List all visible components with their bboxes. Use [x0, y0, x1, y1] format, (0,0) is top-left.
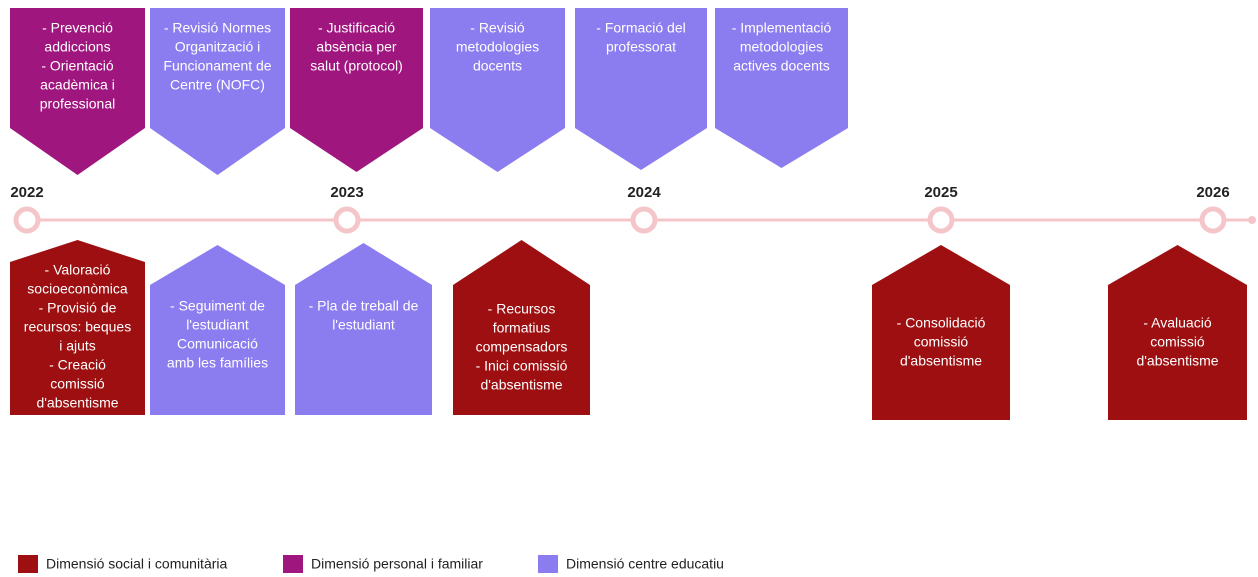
milestone-text: professional [40, 96, 116, 112]
milestone-text: - Avaluació [1143, 315, 1211, 331]
milestone-text: i ajuts [59, 338, 96, 354]
legend-label: Dimensió social i comunitària [46, 556, 228, 572]
milestone-text: Funcionament de [163, 58, 271, 74]
milestone-text: socioeconòmica [27, 281, 128, 297]
milestone-text: d'absentisme [1136, 353, 1218, 369]
legend-swatch [18, 555, 38, 573]
bottom-milestone [150, 245, 285, 415]
milestone-text: comissió [1150, 334, 1205, 350]
year-marker [13, 206, 41, 234]
year-marker [1199, 206, 1227, 234]
legend-label: Dimensió centre educatiu [566, 556, 724, 572]
bottom-milestone [295, 243, 432, 415]
milestone-text: d'absentisme [900, 353, 982, 369]
milestone-text: Centre (NOFC) [170, 77, 265, 93]
bottom-milestone [10, 240, 145, 415]
milestone-text: - Seguiment de [170, 298, 265, 314]
top-milestone [715, 8, 848, 168]
milestone-text: recursos: beques [24, 319, 131, 335]
year-label: 2022 [10, 184, 43, 201]
milestone-text: - Provisió de [39, 300, 117, 316]
milestone-text: comissió [914, 334, 969, 350]
milestone-text: - Consolidació [897, 315, 986, 331]
legend-swatch [538, 555, 558, 573]
milestone-text: - Valoració [45, 262, 111, 278]
milestone-text: formatius [493, 320, 551, 336]
milestone-text: - Implementació [732, 20, 832, 36]
year-marker [630, 206, 658, 234]
milestone-text: - Revisió [470, 20, 525, 36]
milestone-text: metodologies [740, 39, 823, 55]
milestone-text: salut (protocol) [310, 58, 403, 74]
milestone-text: professorat [606, 39, 676, 55]
year-marker [927, 206, 955, 234]
milestone-text: absència per [316, 39, 397, 55]
milestone-text: d'absentisme [36, 395, 118, 411]
milestone-text: - Creació [49, 357, 106, 373]
milestone-text: Organització i [175, 39, 261, 55]
top-milestone [575, 8, 707, 170]
top-milestone [150, 8, 285, 175]
milestone-text: - Revisió Normes [164, 20, 271, 36]
year-label: 2025 [924, 184, 957, 201]
legend-label: Dimensió personal i familiar [311, 556, 483, 572]
bottom-milestone [1108, 245, 1247, 420]
year-label: 2023 [330, 184, 363, 201]
legend-swatch [283, 555, 303, 573]
milestone-text: - Formació del [596, 20, 685, 36]
top-milestone [10, 8, 145, 175]
year-label: 2024 [627, 184, 661, 201]
milestone-text: Comunicació [177, 336, 258, 352]
milestone-text: - Pla de treball de [309, 298, 419, 314]
milestone-text: - Inici comissió [476, 358, 568, 374]
milestone-text: l'estudiant [332, 317, 395, 333]
milestone-text: acadèmica i [40, 77, 115, 93]
milestone-text: metodologies [456, 39, 539, 55]
milestone-text: - Prevenció [42, 20, 113, 36]
milestone-text: l'estudiant [186, 317, 249, 333]
milestone-text: comissió [50, 376, 105, 392]
milestone-text: d'absentisme [480, 377, 562, 393]
year-label: 2026 [1196, 184, 1229, 201]
milestone-text: amb les famílies [167, 355, 268, 371]
milestone-text: addiccions [44, 39, 110, 55]
milestone-text: - Recursos [488, 301, 556, 317]
year-marker [333, 206, 361, 234]
top-milestone [430, 8, 565, 172]
milestone-text: actives docents [733, 58, 830, 74]
milestone-text: - Orientació [41, 58, 114, 74]
milestone-text: - Justificació [318, 20, 395, 36]
milestone-text: compensadors [476, 339, 568, 355]
bottom-milestone [453, 240, 590, 415]
bottom-milestone [872, 245, 1010, 420]
timeline-end [1248, 216, 1256, 224]
milestone-text: docents [473, 58, 522, 74]
top-milestone [290, 8, 423, 172]
